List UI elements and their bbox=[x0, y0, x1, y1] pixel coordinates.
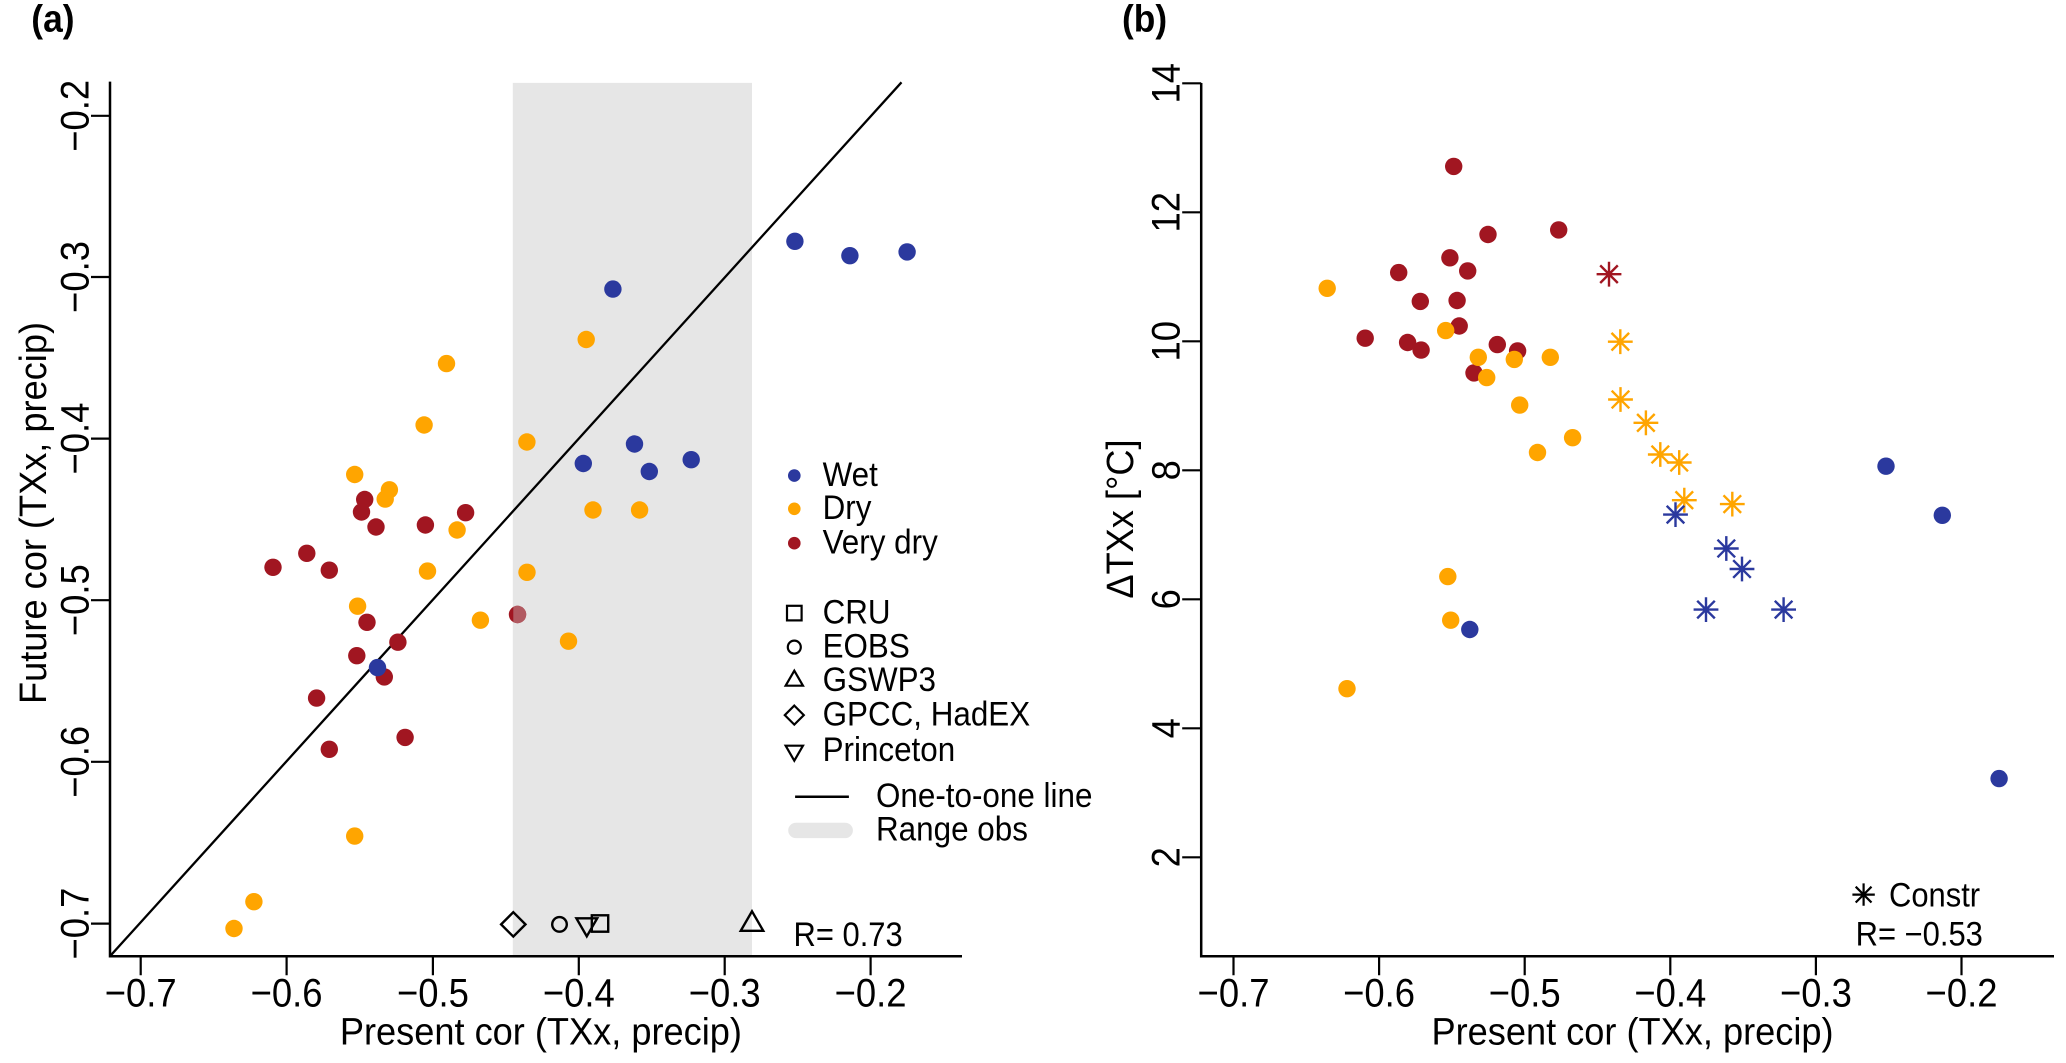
svg-text:(b): (b) bbox=[1122, 0, 1167, 40]
svg-text:−0.7: −0.7 bbox=[1198, 972, 1270, 1016]
svg-text:2: 2 bbox=[1144, 847, 1188, 867]
svg-text:CRU: CRU bbox=[823, 593, 891, 631]
svg-text:(a): (a) bbox=[31, 0, 74, 40]
svg-text:Princeton: Princeton bbox=[823, 731, 956, 769]
svg-text:4: 4 bbox=[1144, 718, 1188, 738]
svg-text:−0.2: −0.2 bbox=[1926, 972, 1998, 1016]
svg-text:−0.2: −0.2 bbox=[835, 972, 907, 1016]
svg-text:Present cor (TXx, precip): Present cor (TXx, precip) bbox=[1431, 1012, 1833, 1054]
svg-text:−0.6: −0.6 bbox=[251, 972, 323, 1016]
svg-text:ΔTXx [°C]: ΔTXx [°C] bbox=[1100, 439, 1142, 598]
svg-text:−0.2: −0.2 bbox=[54, 80, 98, 152]
svg-text:Present cor (TXx, precip): Present cor (TXx, precip) bbox=[340, 1012, 742, 1054]
svg-text:10: 10 bbox=[1144, 321, 1188, 362]
svg-text:One-to-one line: One-to-one line bbox=[876, 777, 1092, 815]
svg-text:−0.4: −0.4 bbox=[54, 403, 98, 475]
svg-text:Dry: Dry bbox=[823, 489, 872, 527]
svg-text:14: 14 bbox=[1144, 63, 1188, 104]
svg-text:−0.7: −0.7 bbox=[54, 888, 98, 960]
svg-text:GPCC, HadEX: GPCC, HadEX bbox=[823, 695, 1031, 733]
svg-text:R= 0.73: R= 0.73 bbox=[794, 916, 903, 954]
svg-text:−0.3: −0.3 bbox=[689, 972, 761, 1016]
svg-text:−0.5: −0.5 bbox=[54, 564, 98, 636]
svg-text:−0.3: −0.3 bbox=[54, 241, 98, 313]
svg-text:Constr: Constr bbox=[1889, 876, 1980, 914]
svg-text:Very dry: Very dry bbox=[823, 523, 939, 561]
svg-text:R= −0.53: R= −0.53 bbox=[1856, 916, 1983, 954]
svg-text:−0.6: −0.6 bbox=[1343, 972, 1415, 1016]
svg-text:Future cor (TXx, precip): Future cor (TXx, precip) bbox=[13, 322, 55, 704]
svg-text:8: 8 bbox=[1144, 460, 1188, 480]
svg-text:6: 6 bbox=[1144, 589, 1188, 609]
svg-text:12: 12 bbox=[1144, 192, 1188, 233]
svg-text:GSWP3: GSWP3 bbox=[823, 661, 936, 699]
svg-text:Wet: Wet bbox=[823, 456, 879, 494]
svg-text:EOBS: EOBS bbox=[823, 627, 910, 665]
svg-text:Range obs: Range obs bbox=[876, 811, 1028, 849]
svg-text:−0.6: −0.6 bbox=[54, 726, 98, 798]
svg-text:−0.3: −0.3 bbox=[1780, 972, 1852, 1016]
svg-text:−0.5: −0.5 bbox=[1489, 972, 1561, 1016]
svg-text:−0.4: −0.4 bbox=[543, 972, 615, 1016]
svg-text:−0.5: −0.5 bbox=[397, 972, 469, 1016]
svg-text:−0.4: −0.4 bbox=[1634, 972, 1706, 1016]
svg-text:−0.7: −0.7 bbox=[105, 972, 177, 1016]
